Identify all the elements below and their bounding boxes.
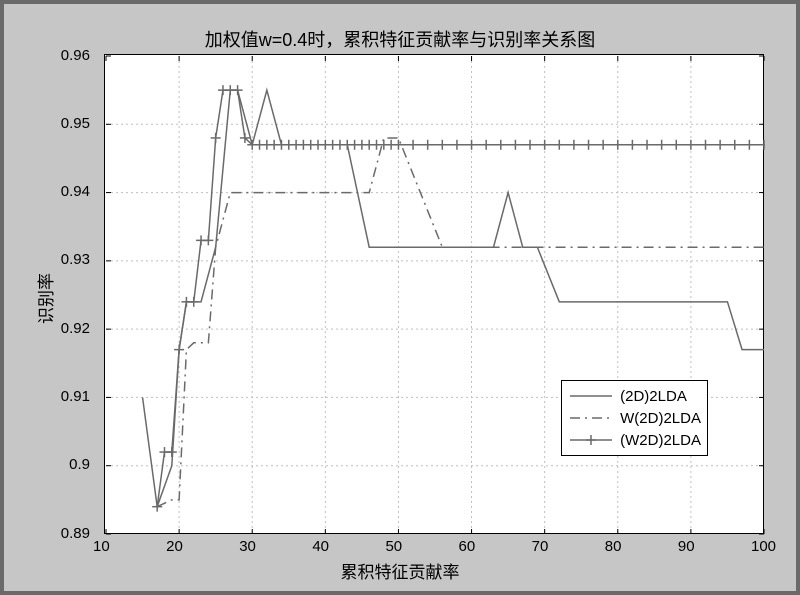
figure-frame: 加权值w=0.4时，累积特征贡献率与识别率关系图 识别率 累积特征贡献率 10 2… <box>0 0 800 595</box>
x-tick-label: 90 <box>678 538 695 555</box>
legend-item: W(2D)2LDA <box>568 407 701 429</box>
legend: (2D)2LDA W(2D)2LDA (W2D)2LDA <box>561 380 708 456</box>
plot-svg <box>105 55 765 535</box>
y-axis-label: 识别率 <box>32 273 57 324</box>
plot-area <box>104 54 764 534</box>
y-tick-label: 0.95 <box>61 115 90 132</box>
y-tick-label: 0.96 <box>61 47 90 64</box>
y-tick-label: 0.9 <box>69 456 90 473</box>
legend-label: (W2D)2LDA <box>620 432 701 449</box>
y-tick-label: 0.91 <box>61 388 90 405</box>
legend-item: (W2D)2LDA <box>568 429 701 451</box>
x-tick-label: 60 <box>459 538 476 555</box>
x-tick-label: 20 <box>166 538 183 555</box>
x-tick-label: 40 <box>312 538 329 555</box>
x-tick-label: 80 <box>605 538 622 555</box>
y-tick-label: 0.93 <box>61 251 90 268</box>
legend-label: (2D)2LDA <box>620 388 687 405</box>
x-tick-label: 10 <box>93 538 110 555</box>
legend-swatch <box>568 429 614 451</box>
x-tick-label: 50 <box>385 538 402 555</box>
legend-item: (2D)2LDA <box>568 385 701 407</box>
y-tick-label: 0.94 <box>61 183 90 200</box>
legend-label: W(2D)2LDA <box>620 410 701 427</box>
y-tick-label: 0.92 <box>61 320 90 337</box>
chart-title: 加权值w=0.4时，累积特征贡献率与识别率关系图 <box>4 26 796 52</box>
x-axis-label: 累积特征贡献率 <box>4 558 796 583</box>
legend-swatch <box>568 407 614 429</box>
x-tick-label: 30 <box>239 538 256 555</box>
y-tick-label: 0.89 <box>61 525 90 542</box>
x-tick-label: 100 <box>751 538 776 555</box>
x-tick-label: 70 <box>532 538 549 555</box>
legend-swatch <box>568 385 614 407</box>
